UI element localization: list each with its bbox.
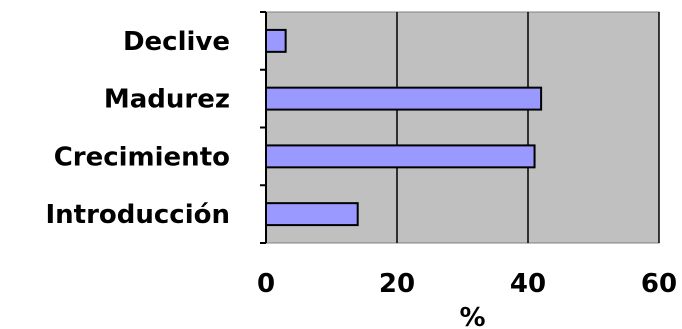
x-tick-labels: 0 20 40 60: [257, 269, 677, 299]
bar-introducción: [265, 202, 359, 227]
category-labels: Declive Madurez Crecimiento Introducción: [45, 27, 230, 230]
category-label: Introducción: [45, 200, 230, 230]
category-label: Madurez: [104, 85, 230, 115]
bar-declive: [265, 28, 287, 53]
bars: [265, 28, 543, 227]
bar-madurez: [265, 86, 543, 111]
x-tick-label: 0: [257, 269, 275, 299]
category-label: Crecimiento: [54, 142, 230, 172]
x-tick-label: 20: [379, 269, 415, 299]
x-tick-label: 60: [641, 269, 677, 299]
bar-crecimiento: [265, 144, 536, 169]
x-tick-label: 40: [510, 269, 546, 299]
category-label: Declive: [123, 27, 230, 57]
y-axis: [260, 11, 267, 244]
gridlines: [396, 12, 660, 243]
x-axis-title: %: [459, 303, 485, 329]
